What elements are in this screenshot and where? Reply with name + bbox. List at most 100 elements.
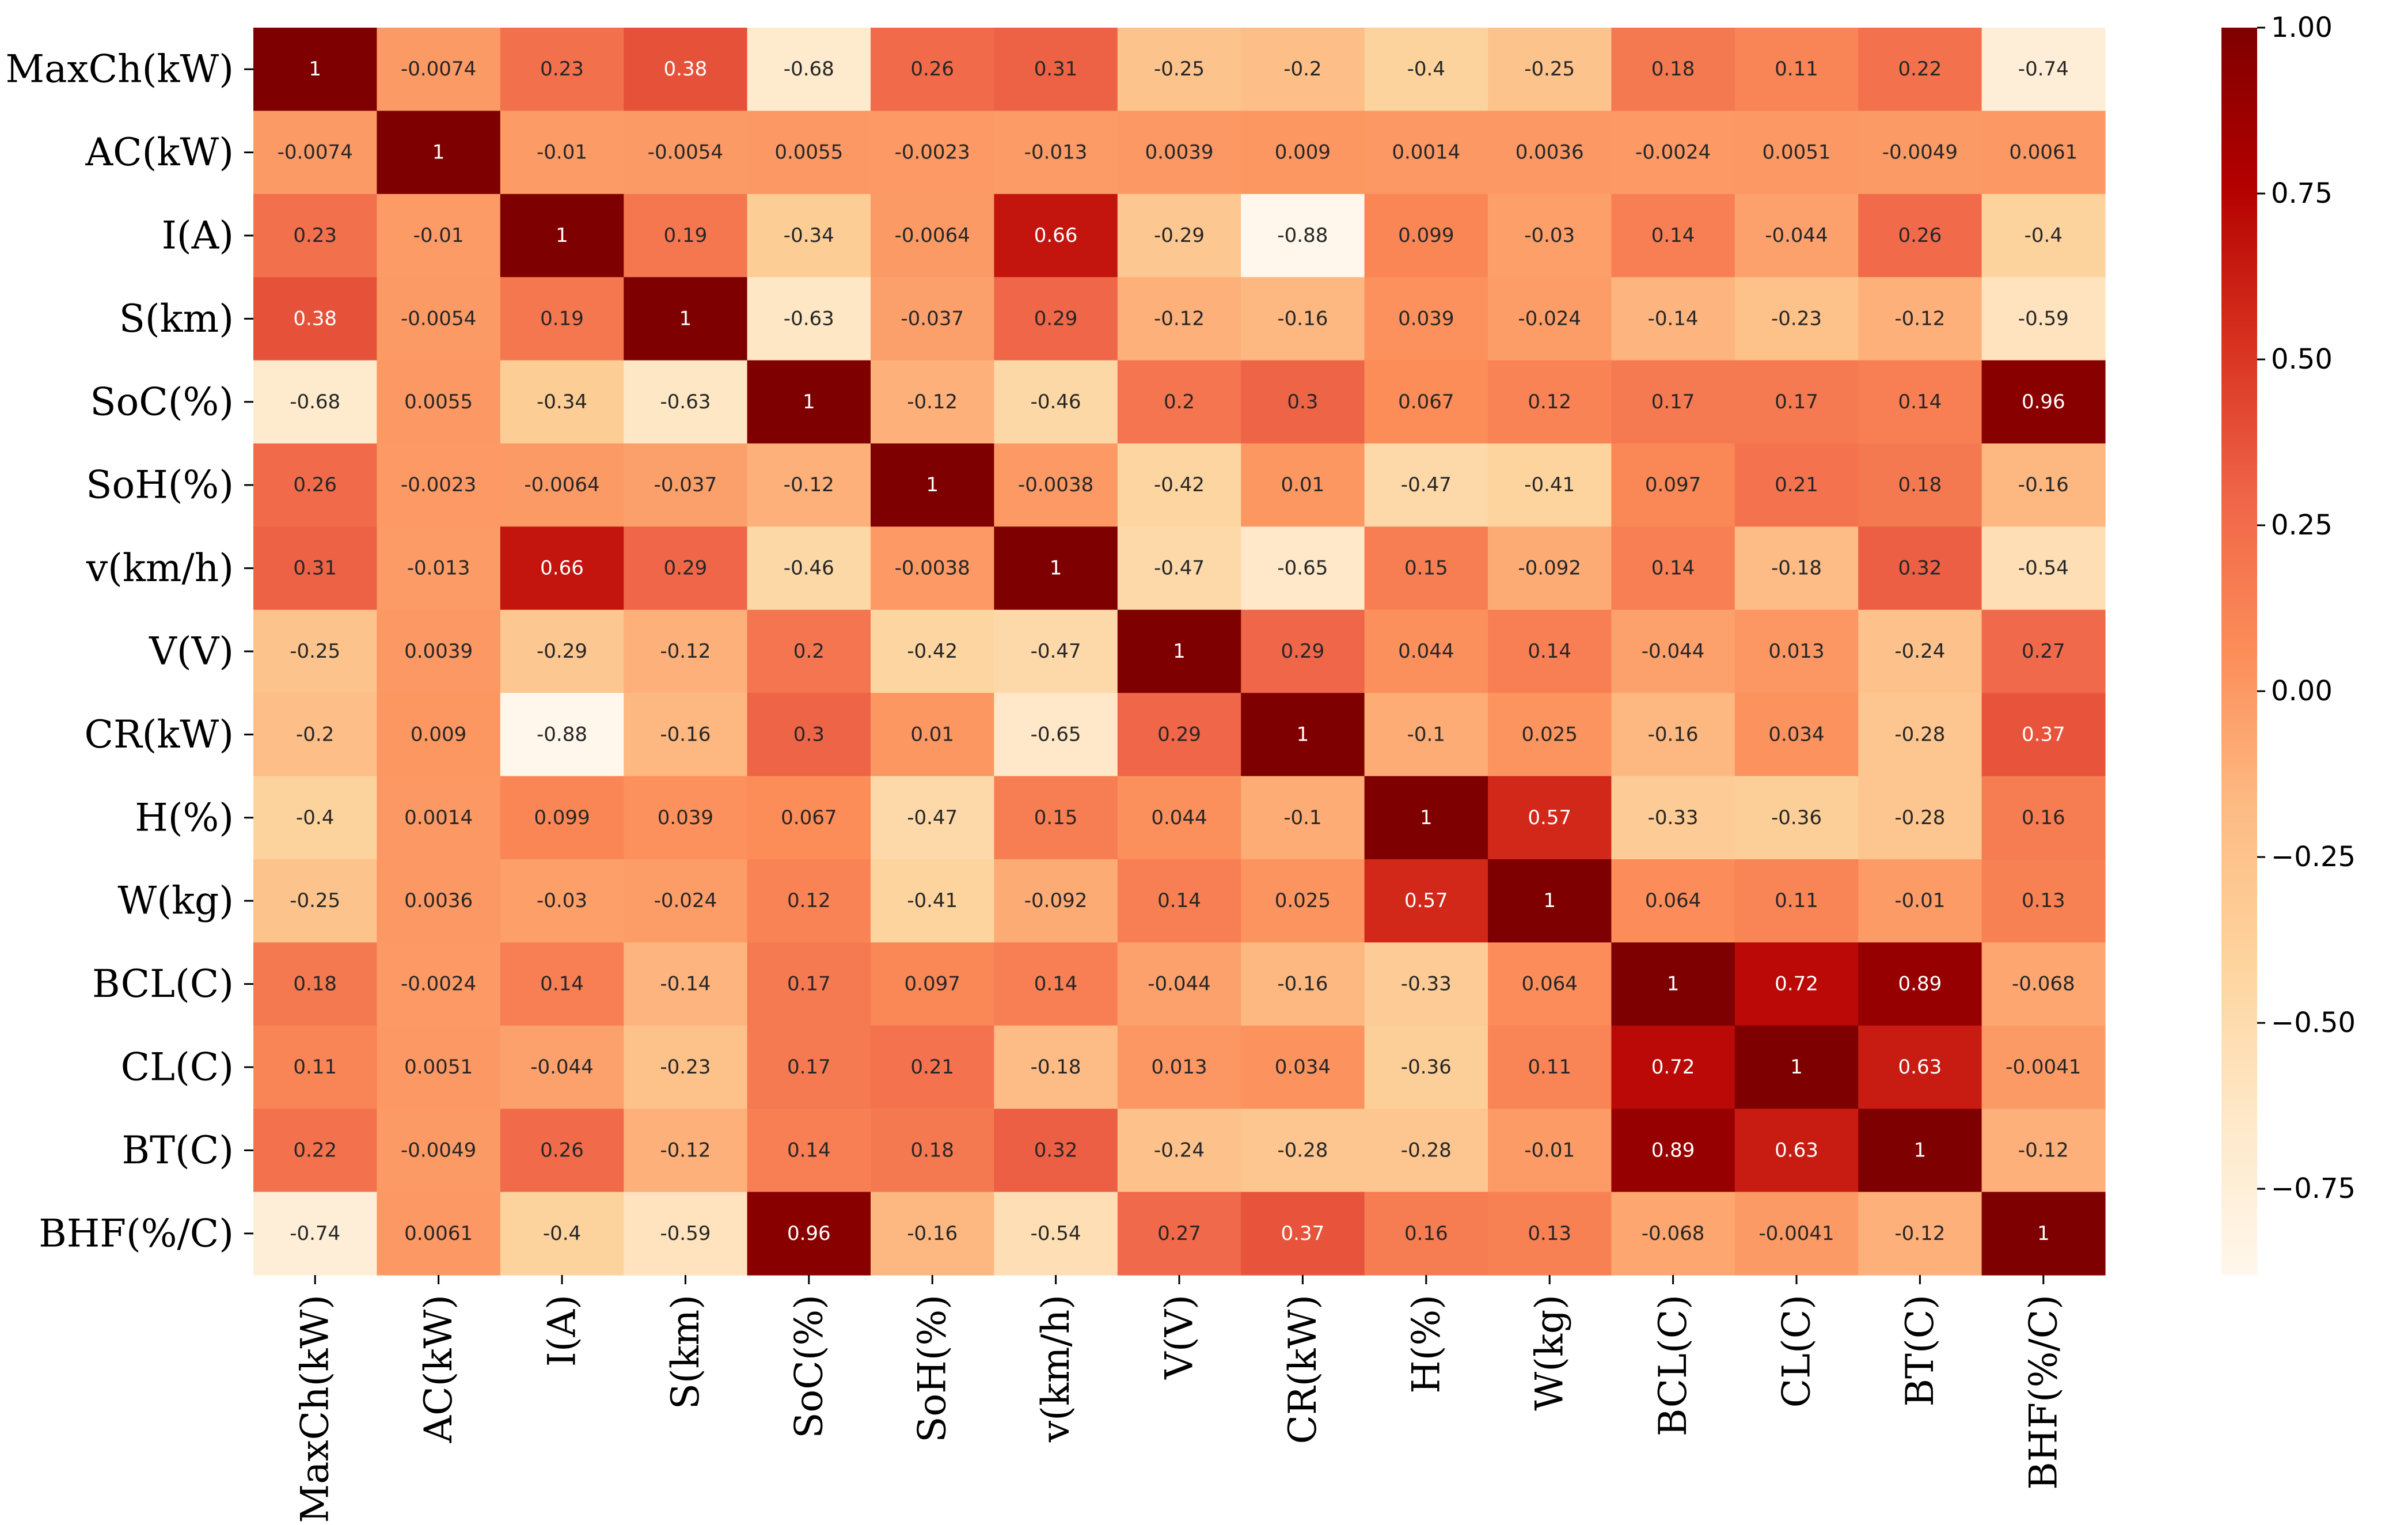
cell-value-label: -0.12 [2018,1139,2069,1162]
cell-value-label: 0.2 [793,640,825,663]
cell-value-label: -0.24 [1894,640,1945,663]
cell-value-label: -0.18 [1031,1056,1081,1079]
heatmap-cell [1488,609,1612,693]
cell-value-label: 0.034 [1768,723,1824,746]
row-label: SoH(%) [86,463,234,507]
column-label: I(A) [540,1295,584,1367]
cell-value-label: -0.0041 [1758,1222,1834,1245]
row-label: H(%) [135,795,234,840]
heatmap-cell [747,1025,871,1109]
heatmap-cell [1981,1192,2106,1276]
cell-value-label: -0.18 [1771,557,1822,580]
heatmap-cell [1611,609,1735,693]
heatmap-cell [1364,526,1488,610]
cell-value-label: -0.25 [1524,58,1575,81]
cell-value-label: 0.57 [1404,889,1448,912]
heatmap-cell [1981,111,2106,195]
cell-value-label: 0.96 [2022,390,2065,414]
heatmap-cell [1117,194,1241,278]
heatmap-cell [377,776,501,860]
cell-value-label: 0.0014 [1392,141,1460,164]
cell-value-label: -0.59 [660,1222,711,1245]
cell-value-label: -0.68 [290,390,340,414]
cell-value-label: 0.22 [293,1139,337,1162]
cell-value-label: 0.38 [293,307,337,330]
cell-value-label: 0.72 [1775,973,1818,996]
cell-value-label: 0.37 [2022,723,2065,746]
heatmap-cell [1117,1025,1241,1109]
cell-value-label: -0.037 [901,307,964,330]
heatmap-cell [624,526,748,610]
heatmap-cell [871,1192,994,1276]
cell-value-label: 0.89 [1651,1139,1695,1162]
heatmap-cell [624,360,748,444]
heatmap-cell [1611,1109,1735,1193]
cell-value-label: 0.15 [1404,557,1448,580]
heatmap-cell [1734,942,1859,1026]
cell-value-label: 0.044 [1398,640,1454,663]
cell-value-label: -0.24 [1154,1139,1205,1162]
heatmap-cell [994,776,1118,860]
heatmap-cell [377,942,501,1026]
heatmap-cell [377,1109,501,1193]
cell-value-label: -0.74 [290,1222,340,1245]
cell-value-label: 1 [556,224,568,247]
cell-value-label: -0.2 [296,723,334,746]
heatmap-cell [1488,776,1612,860]
heatmap-cell [1611,443,1735,527]
heatmap-cell [871,1025,994,1109]
cell-value-label: 0.067 [781,806,837,829]
heatmap-cell [994,1192,1118,1276]
colorbar-tick-label: 1.00 [2271,12,2333,44]
cell-value-label: 0.099 [1398,224,1454,247]
heatmap-cell [1364,1192,1488,1276]
cell-value-label: -0.01 [537,141,587,164]
heatmap-cell [377,1192,501,1276]
cell-value-label: 0.19 [540,307,584,330]
heatmap-cell [1364,1025,1488,1109]
heatmap-cell [253,776,377,860]
heatmap-cell [747,277,871,361]
cell-value-label: -0.0023 [895,141,970,164]
cell-value-label: 1 [803,390,815,414]
heatmap-cell [871,360,994,444]
cell-value-label: -0.59 [2018,307,2069,330]
cell-value-label: -0.044 [1765,224,1828,247]
cell-value-label: -0.4 [296,806,334,829]
cell-value-label: -0.1 [1283,806,1321,829]
heatmap-cell [994,942,1118,1026]
cell-value-label: 0.0061 [2009,141,2077,164]
cell-value-label: 0.31 [293,557,337,580]
row-label: BHF(%/C) [39,1211,234,1255]
cell-value-label: 0.0039 [404,640,473,663]
heatmap-cell [253,609,377,693]
colorbar-tick-label: 0.00 [2271,675,2333,707]
heatmap-cell [1241,1109,1365,1193]
heatmap-cell [253,526,377,610]
heatmap-cell [624,111,748,195]
cell-value-label: 1 [1667,973,1680,996]
heatmap-cell [1981,526,2106,610]
heatmap-cell [1611,526,1735,610]
heatmap-cell [500,1025,624,1109]
cell-value-label: -0.25 [1154,58,1205,81]
heatmap-cell [1488,194,1612,278]
cell-value-label: -0.16 [1648,723,1699,746]
heatmap-cell [1488,859,1612,943]
cell-value-label: -0.12 [660,1139,711,1162]
heatmap-cell [1364,28,1488,111]
cell-value-label: -0.46 [1031,390,1081,414]
cell-value-label: 0.27 [2022,640,2065,663]
cell-value-label: -0.34 [537,390,587,414]
cell-value-label: -0.16 [907,1222,958,1245]
cell-value-label: 0.14 [1034,973,1078,996]
row-label: CR(kW) [84,712,234,757]
heatmap-cell [624,776,748,860]
cell-value-label: -0.01 [413,224,464,247]
column-label: H(%) [1404,1295,1448,1394]
cell-value-label: 0.14 [1651,224,1695,247]
heatmap-cell [1241,1025,1365,1109]
heatmap-cell [1364,693,1488,777]
cell-value-label: -0.024 [654,889,717,912]
cell-value-label: -0.33 [1648,806,1699,829]
